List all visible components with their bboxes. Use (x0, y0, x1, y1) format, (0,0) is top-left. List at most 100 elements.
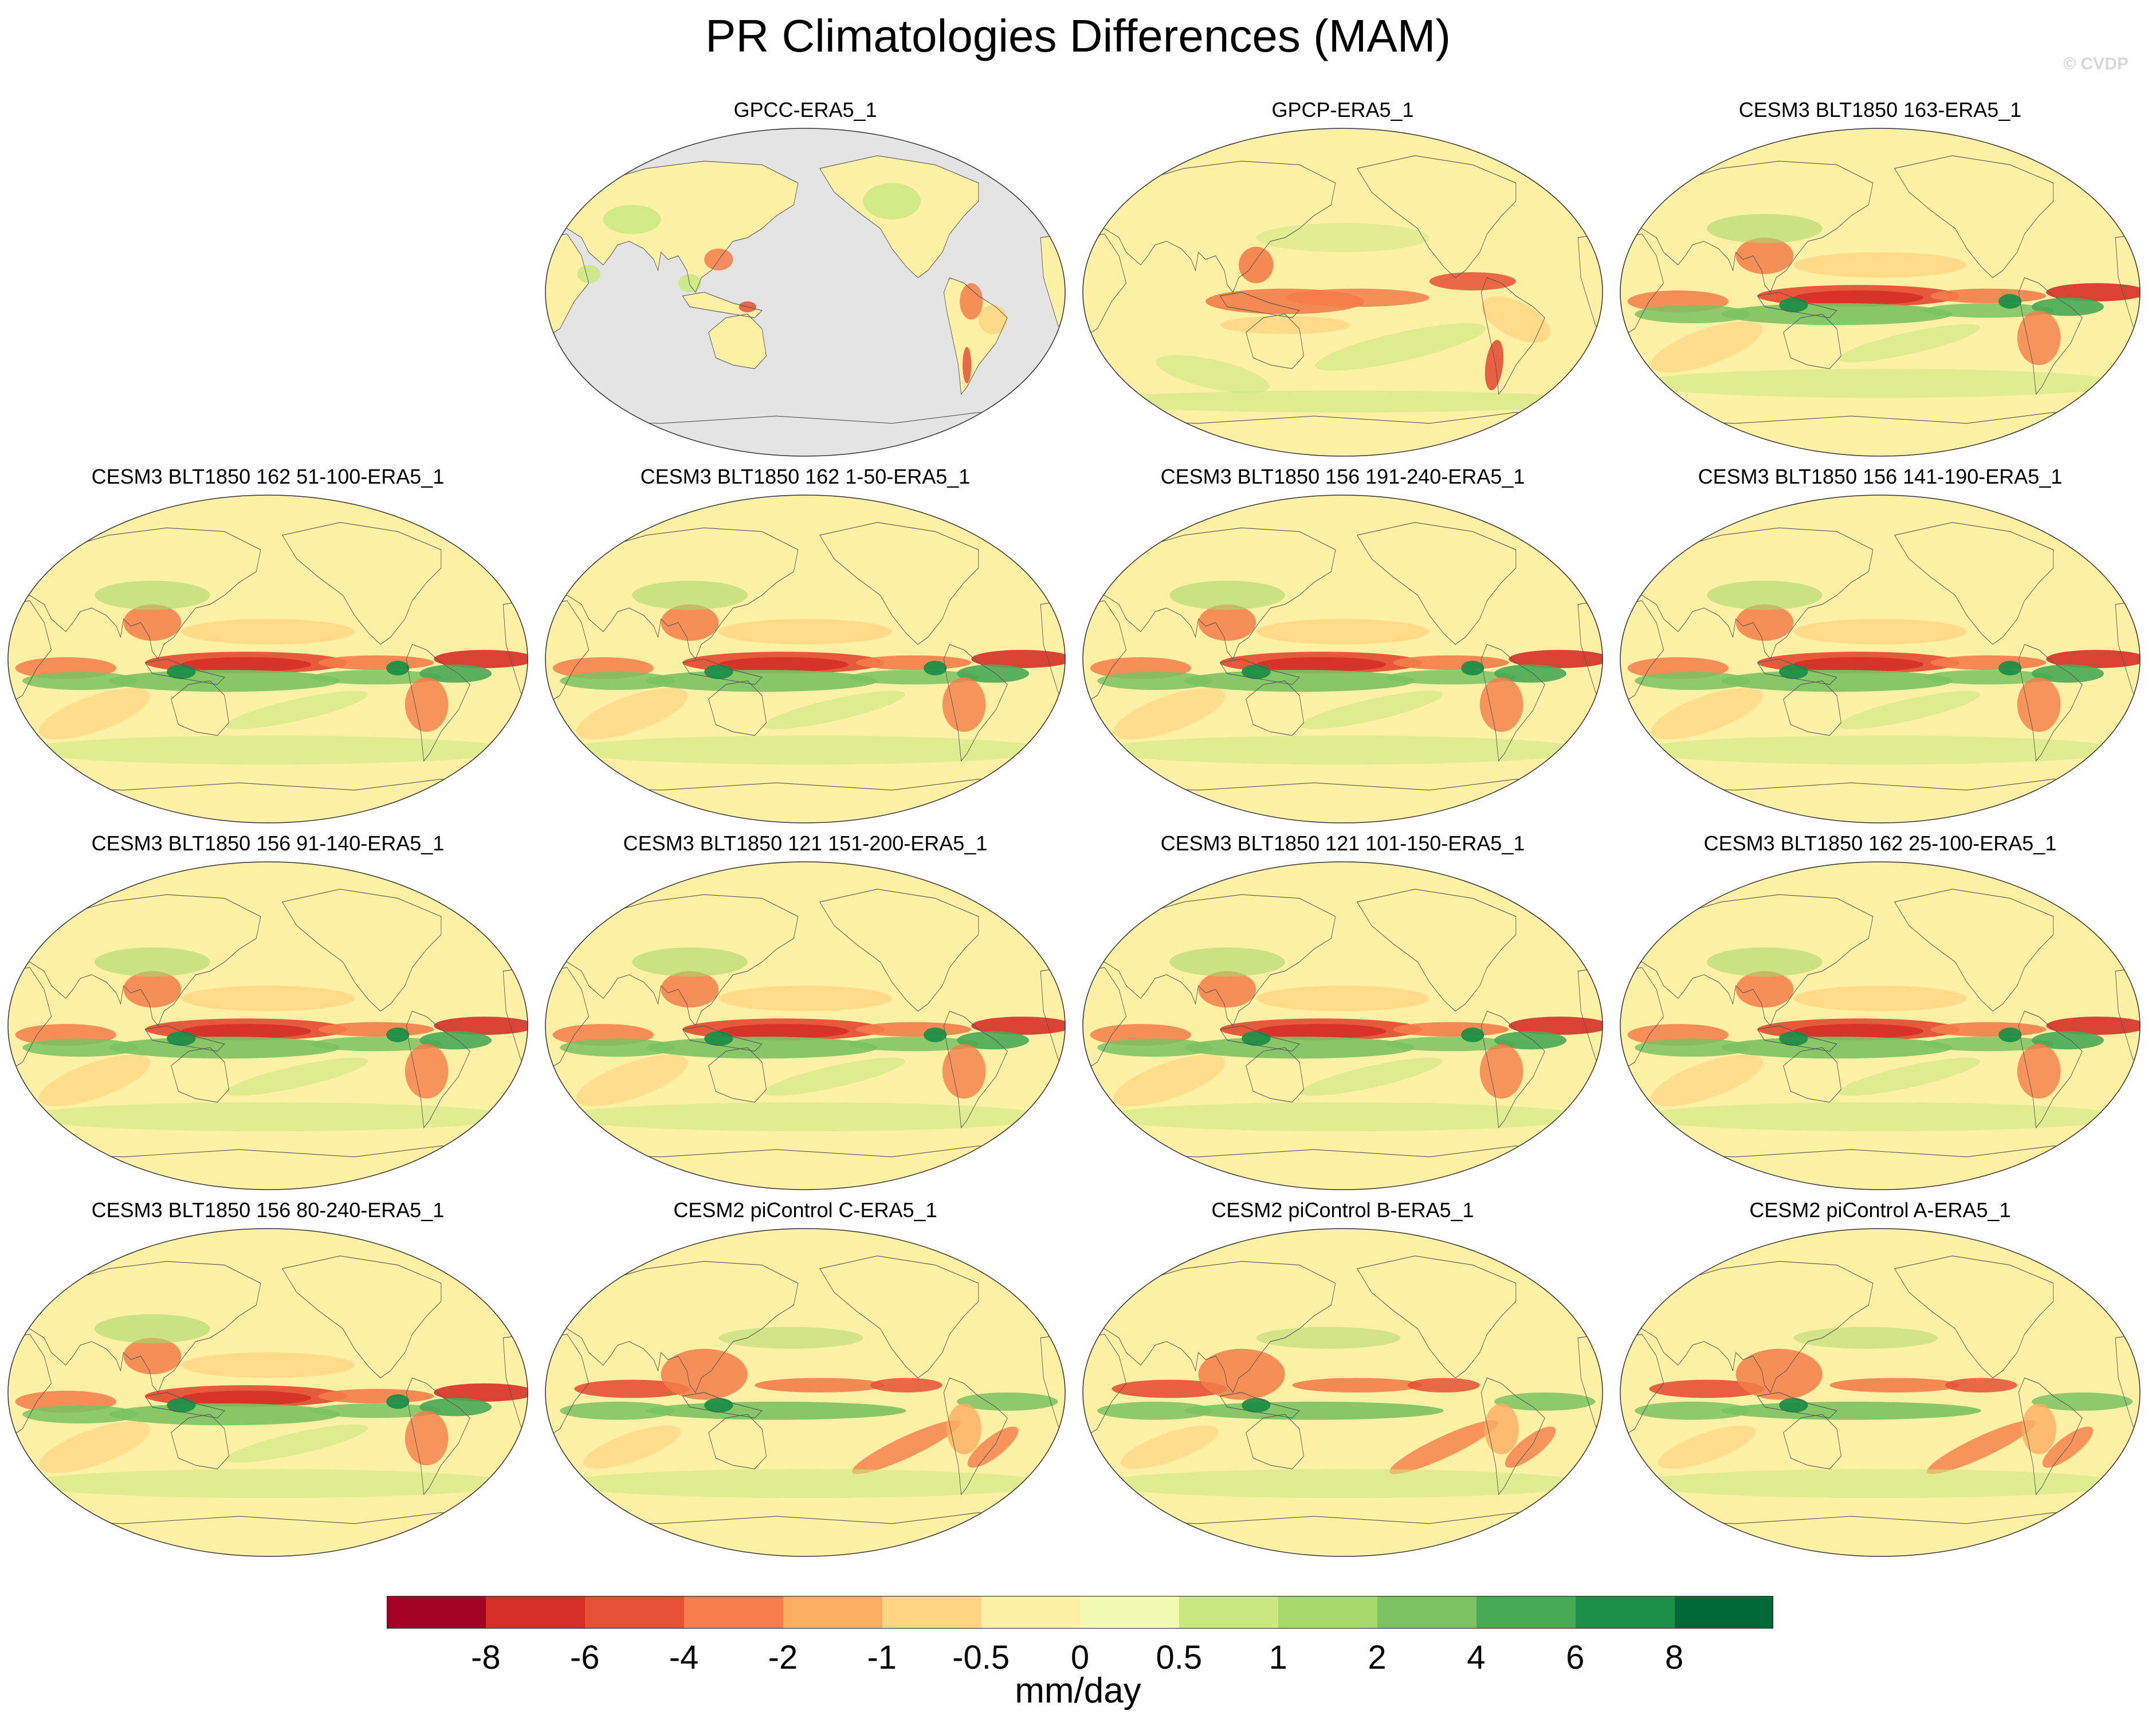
panel-title: CESM3 BLT1850 121 151-200-ERA5_1 (623, 831, 988, 855)
coastline-samerica (943, 644, 1008, 762)
anomaly-region (560, 1038, 676, 1057)
map-border (1082, 1228, 1603, 1557)
anomaly-region (38, 1421, 151, 1473)
map-plot (7, 495, 528, 823)
colorbar-tick-label: -1 (867, 1639, 897, 1676)
coastline-samerica (1480, 1377, 1545, 1496)
anomaly-region (2046, 1017, 2140, 1035)
coastline-europe (1039, 912, 1065, 963)
anomaly-region (22, 1405, 138, 1424)
coastline-australia (1246, 1414, 1304, 1470)
anomaly-region (318, 1022, 434, 1037)
anomaly-region (852, 1420, 961, 1474)
colorbar-tick-label: -0.5 (952, 1639, 1010, 1676)
land-field-greenland (1004, 146, 1044, 187)
map-border (545, 861, 1066, 1190)
anomaly-region (646, 670, 878, 692)
coastline-asia (545, 160, 799, 293)
colorbar-swatch (882, 1596, 981, 1628)
coastline-australia (171, 1414, 229, 1470)
anomaly-region (855, 655, 972, 670)
coastline-asia (1083, 1261, 1336, 1393)
coastline-greenland (1541, 880, 1581, 921)
coastline-namerica (1894, 1256, 2054, 1379)
coastline-asia (1083, 527, 1336, 660)
anomaly-region (1837, 324, 1980, 363)
map-border (1082, 128, 1603, 457)
coastline-greenland (2079, 1246, 2119, 1288)
anomaly-region (181, 619, 355, 645)
coastline-seasia (144, 1392, 225, 1419)
coastline-europe (2114, 179, 2140, 229)
coastline-asia (1620, 1261, 1874, 1393)
coastline-namerica (819, 155, 979, 278)
coastline-greenland (1004, 146, 1044, 187)
anomaly-region (1651, 1054, 1763, 1107)
anomaly-region (1509, 650, 1603, 668)
anomaly-region (109, 1403, 340, 1426)
map-panel: CESM3 BLT1850 156 141-190-ERA5_1 (1612, 464, 2148, 831)
coastline-seasia (682, 1392, 763, 1419)
anomaly-region (1242, 664, 1271, 679)
anomaly-region (225, 1057, 368, 1096)
anomaly-region (2021, 1403, 2056, 1455)
coastline-namerica (1356, 155, 1517, 278)
anomaly-region (1169, 580, 1285, 610)
anomaly-region (1651, 688, 1763, 740)
anomaly-region (957, 1392, 1058, 1411)
anomaly-region (419, 1031, 492, 1050)
anomaly-region (924, 1027, 947, 1042)
anomaly-region (1256, 986, 1430, 1011)
anomaly-region (2032, 664, 2104, 683)
anomaly-region (1635, 1401, 1750, 1420)
coastline-australia (708, 1047, 767, 1103)
anomaly-region (583, 1425, 681, 1469)
anomaly-region (924, 661, 947, 676)
coastline-samerica (2018, 1377, 2083, 1496)
anomaly-region (1292, 1378, 1423, 1392)
anomaly-region (1112, 1379, 1227, 1398)
anomaly-region (1198, 971, 1256, 1008)
coastline-asia (545, 527, 799, 660)
coastline-namerica (819, 522, 979, 645)
anomaly-region (957, 1031, 1030, 1050)
anomaly-region (1285, 288, 1430, 307)
panel-title: GPCP-ERA5_1 (1271, 98, 1414, 121)
anomaly-region (1649, 1379, 1765, 1398)
colorbar-swatch (684, 1596, 783, 1628)
coastline-europe (501, 912, 528, 963)
anomaly-region (386, 1027, 410, 1042)
anomaly-region (560, 735, 1051, 765)
anomaly-region (704, 664, 733, 679)
coastline-samerica (943, 1377, 1008, 1496)
anomaly-region (2032, 1031, 2104, 1050)
land-field-australia (708, 314, 767, 369)
anomaly-region (1930, 288, 2047, 304)
coastline-europe (1576, 912, 1603, 963)
colorbar-tick-label: -8 (471, 1639, 501, 1676)
anomaly-region (1793, 986, 1967, 1011)
anomaly-region (1393, 1022, 1509, 1037)
anomaly-region (1998, 661, 2022, 676)
anomaly-region (1658, 1425, 1756, 1469)
anomaly-region (434, 650, 528, 668)
map-plot (1082, 495, 1603, 823)
colorbar-swatch (1674, 1596, 1774, 1628)
panel-title: CESM3 BLT1850 163-ERA5_1 (1738, 98, 2022, 121)
map-plot (1620, 1228, 2141, 1557)
coastline-samerica (1480, 1010, 1545, 1129)
coastline-seasia (682, 292, 763, 319)
coastline-seasia (1219, 1025, 1300, 1052)
anomaly-region (1156, 355, 1270, 394)
map-panel: CESM3 BLT1850 156 91-140-ERA5_1 (0, 831, 536, 1198)
map-border (545, 1228, 1066, 1557)
panel-title: CESM3 BLT1850 156 141-190-ERA5_1 (1698, 465, 2063, 488)
anomaly-region (1242, 1031, 1271, 1046)
coastline-namerica (1894, 889, 2054, 1012)
anomaly-region (1735, 604, 1794, 641)
anomaly-region (1721, 1037, 1953, 1059)
coastline-seasia (144, 1025, 225, 1052)
anomaly-region (957, 664, 1030, 683)
coastline-greenland (1004, 1246, 1044, 1288)
map-panel: CESM3 BLT1850 121 101-150-ERA5_1 (1075, 831, 1611, 1198)
